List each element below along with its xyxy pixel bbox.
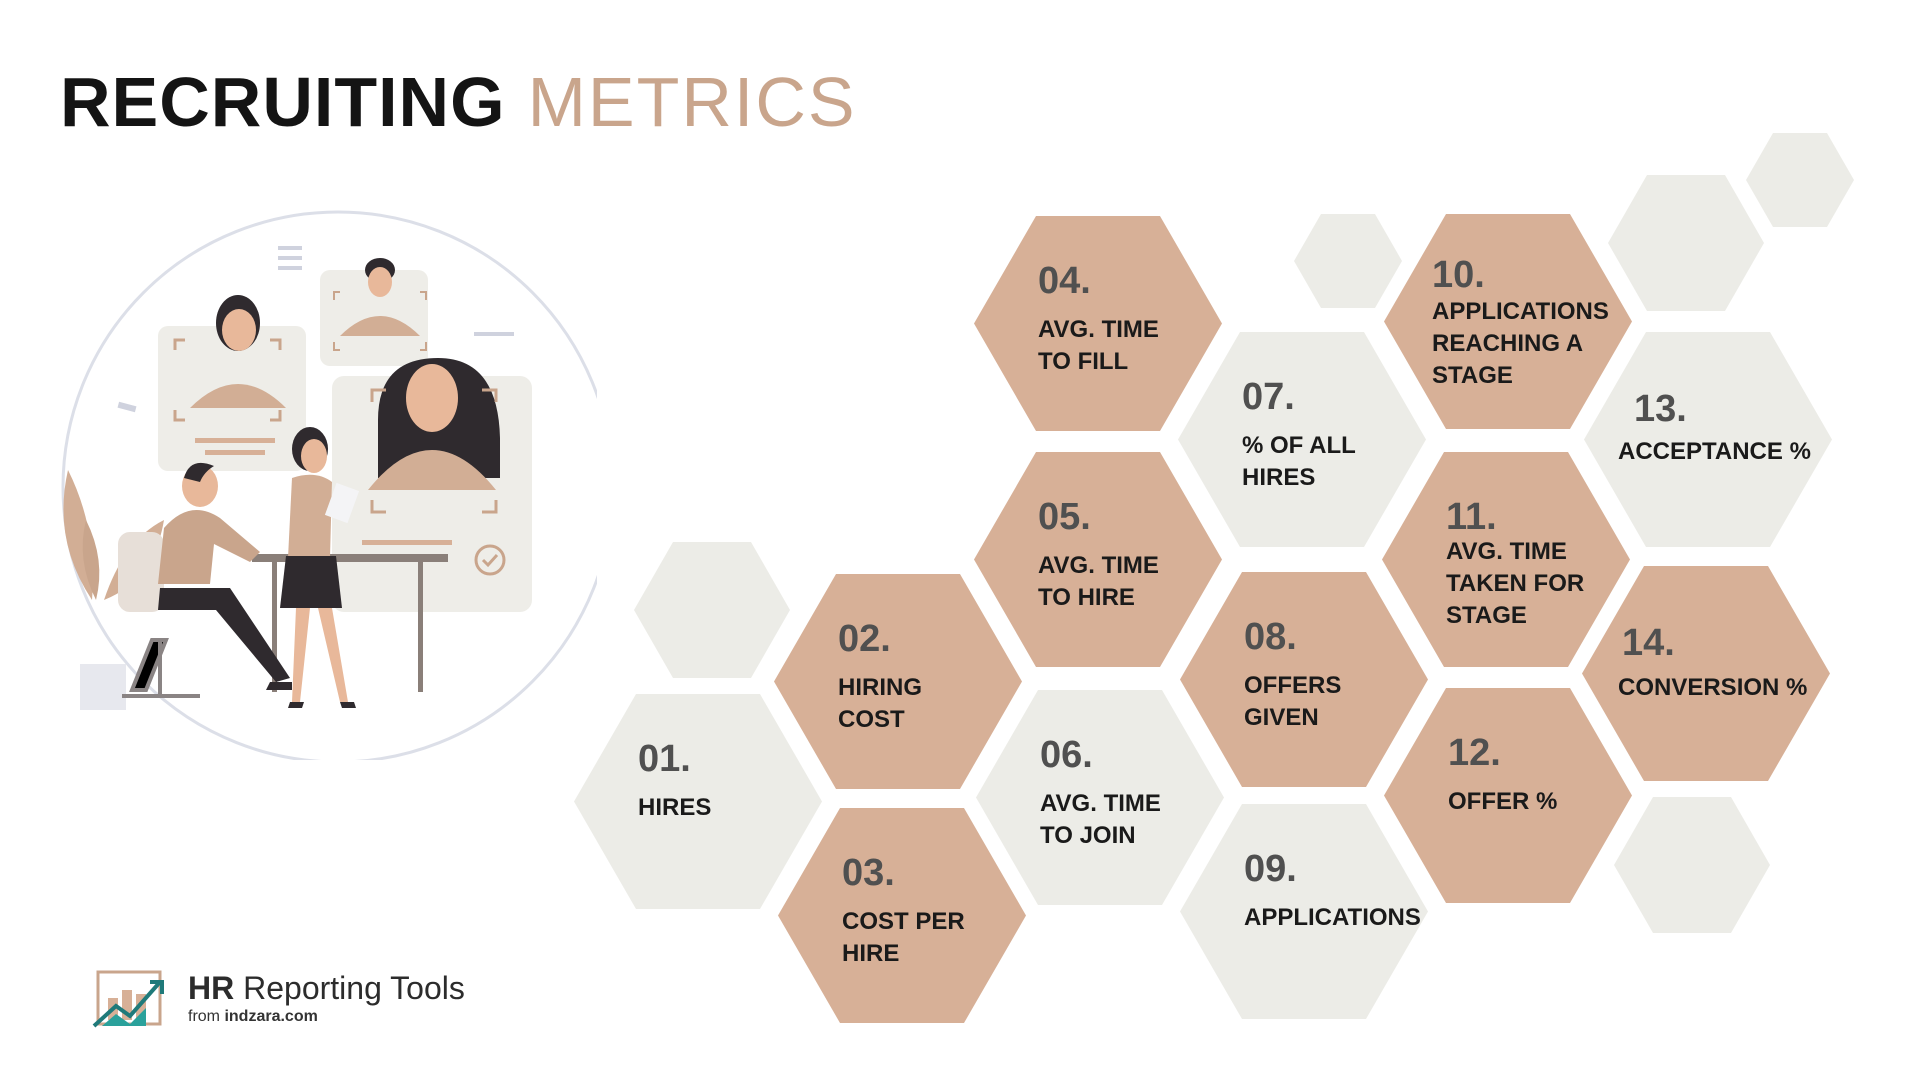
metric-number: 03. — [842, 852, 895, 894]
metric-number: 08. — [1244, 616, 1297, 658]
metric-number: 12. — [1448, 732, 1501, 774]
metric-number: 10. — [1432, 254, 1485, 296]
brand-from: from — [188, 1008, 220, 1025]
metric-number: 14. — [1622, 622, 1675, 664]
metric-hexagon-conversion-percent: 14. CONVERSION % — [1582, 566, 1830, 781]
metric-label: AVG. TIME TO HIRE — [1038, 552, 1159, 611]
metric-number: 02. — [838, 618, 891, 660]
recruiting-illustration — [61, 210, 597, 760]
profile-card-icon — [320, 258, 428, 366]
metric-hexagon-avg-time-to-hire: 05. AVG. TIME TO HIRE — [974, 452, 1222, 667]
metric-hexagon-offers-given: 08. OFFERS GIVEN — [1180, 572, 1428, 787]
metric-label: % OF ALL HIRES — [1242, 432, 1356, 491]
metric-hexagon-acceptance-percent: 13. ACCEPTANCE % — [1584, 332, 1832, 547]
desk-icon — [252, 554, 448, 692]
profile-card-icon — [332, 358, 532, 612]
metric-label: AVG. TIME TAKEN FOR STAGE — [1446, 538, 1585, 629]
metric-label: OFFERS GIVEN — [1244, 672, 1342, 731]
metric-label: APPLICATIONS REACHING A STAGE — [1432, 298, 1609, 389]
hr-reporting-tools-logo-icon — [92, 970, 164, 1028]
metric-label: CONVERSION % — [1618, 674, 1808, 701]
seated-man-icon — [118, 462, 292, 698]
decorative-hexagon — [1608, 175, 1764, 311]
metric-label: APPLICATIONS — [1244, 904, 1421, 931]
decorative-hexagon — [1294, 214, 1402, 308]
standing-woman-icon — [280, 427, 360, 708]
title-bold: RECRUITING — [60, 63, 506, 141]
metric-hexagon-percent-of-all-hires: 07. % OF ALL HIRES — [1178, 332, 1426, 547]
decorative-hexagon — [634, 542, 790, 678]
metric-hexagon-hiring-cost: 02. HIRING COST — [774, 574, 1022, 789]
metric-label: COST PER HIRE — [842, 908, 965, 967]
profile-card-icon — [158, 295, 306, 471]
metric-label: HIRING COST — [838, 674, 922, 733]
decorative-hexagon — [1746, 133, 1854, 227]
brand-name: Reporting Tools — [243, 970, 465, 1006]
metric-hexagon-hires: 01. HIRES — [574, 694, 822, 909]
metric-hexagon-avg-time-to-fill: 04. AVG. TIME TO FILL — [974, 216, 1222, 431]
metric-label: AVG. TIME TO JOIN — [1040, 790, 1161, 849]
metric-hexagon-avg-time-for-stage: 11. AVG. TIME TAKEN FOR STAGE — [1382, 452, 1630, 667]
metric-number: 13. — [1634, 388, 1687, 430]
metric-number: 01. — [638, 738, 691, 780]
metric-number: 04. — [1038, 260, 1091, 302]
metric-hexagon-cost-per-hire: 03. COST PER HIRE — [778, 808, 1026, 1023]
page-title: RECRUITING METRICS — [60, 62, 857, 142]
metric-number: 11. — [1446, 496, 1497, 538]
metric-label: OFFER % — [1448, 788, 1558, 815]
metric-hexagon-applications-reaching-stage: 10. APPLICATIONS REACHING A STAGE — [1384, 214, 1632, 429]
illustration-circle — [61, 210, 597, 760]
metric-hexagon-applications: 09. APPLICATIONS — [1180, 804, 1428, 1019]
metric-label: AVG. TIME TO FILL — [1038, 316, 1159, 375]
metric-number: 06. — [1040, 734, 1093, 776]
brand-bold: HR — [188, 970, 235, 1006]
metric-number: 07. — [1242, 376, 1295, 418]
brand-text: HR Reporting Tools from indzara.com — [188, 970, 465, 1026]
metric-hexagon-avg-time-to-join: 06. AVG. TIME TO JOIN — [976, 690, 1224, 905]
metric-hexagon-offer-percent: 12. OFFER % — [1384, 688, 1632, 903]
metric-number: 09. — [1244, 848, 1297, 890]
brand-site: indzara.com — [224, 1008, 318, 1025]
metric-label: HIRES — [638, 794, 712, 821]
metric-number: 05. — [1038, 496, 1091, 538]
title-light: METRICS — [527, 63, 857, 141]
metric-label: ACCEPTANCE % — [1618, 438, 1811, 465]
decorative-hexagon — [1614, 797, 1770, 933]
